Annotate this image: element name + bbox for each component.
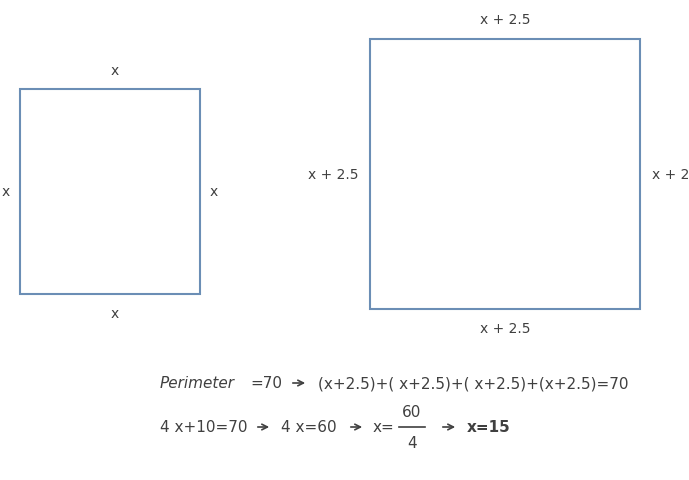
Text: x + 2.5: x + 2.5: [652, 168, 689, 181]
Text: 4 x=60: 4 x=60: [281, 420, 337, 434]
Text: x: x: [210, 185, 218, 199]
Text: x=: x=: [373, 420, 395, 434]
Text: x=15: x=15: [467, 420, 511, 434]
Bar: [370, 40, 640, 309]
Text: x: x: [2, 185, 10, 199]
Text: =70: =70: [250, 376, 282, 391]
Text: x + 2.5: x + 2.5: [480, 13, 531, 27]
Text: x: x: [111, 306, 119, 320]
Text: 60: 60: [402, 404, 422, 419]
Text: Perimeter: Perimeter: [160, 376, 235, 391]
Text: 4: 4: [407, 435, 417, 450]
Text: x + 2.5: x + 2.5: [307, 168, 358, 181]
Text: 4 x+10=70: 4 x+10=70: [160, 420, 247, 434]
Text: (x+2.5)+( x+2.5)+( x+2.5)+(x+2.5)=70: (x+2.5)+( x+2.5)+( x+2.5)+(x+2.5)=70: [318, 376, 628, 391]
Text: x: x: [111, 64, 119, 78]
Bar: [20, 90, 200, 294]
Text: x + 2.5: x + 2.5: [480, 321, 531, 336]
